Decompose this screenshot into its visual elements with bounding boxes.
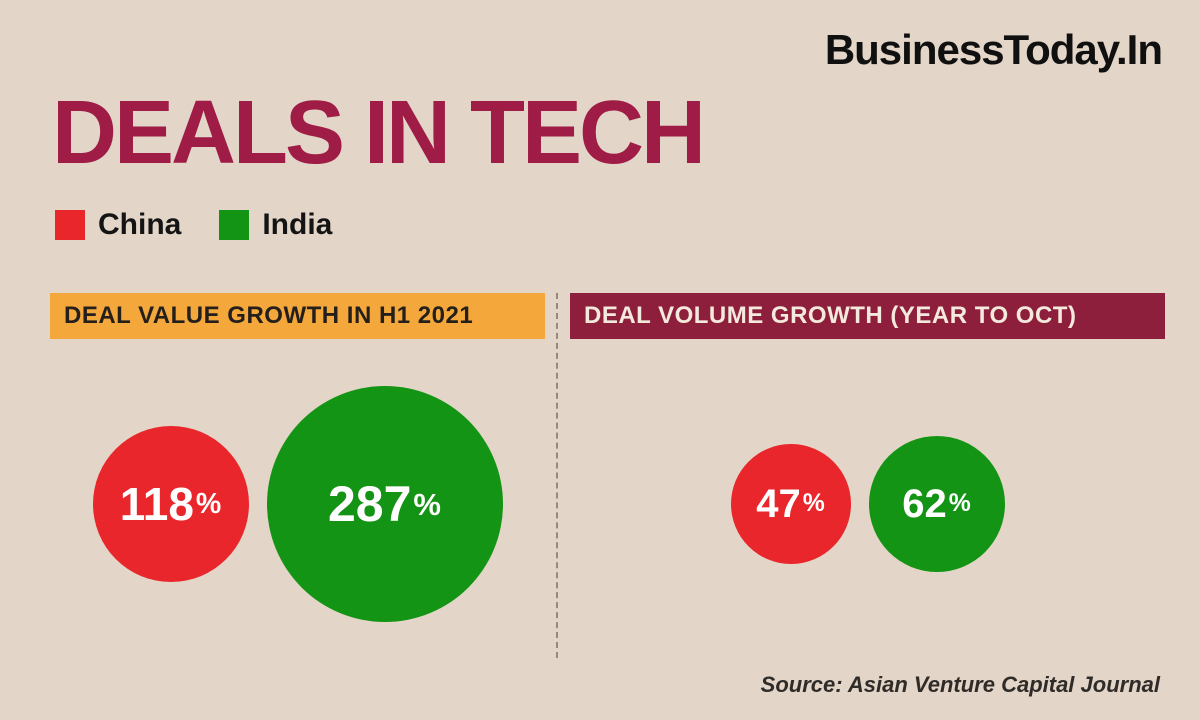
panel-deal-volume-growth: DEAL VOLUME GROWTH (YEAR TO OCT) 47% 62% (570, 293, 1165, 669)
panel-header-deal-volume: DEAL VOLUME GROWTH (YEAR TO OCT) (570, 293, 1165, 339)
bubble-india-deal-volume: 62% (868, 436, 1005, 572)
brand-logo: BusinessToday.In (824, 26, 1163, 73)
legend-item-china: China (55, 208, 181, 242)
legend-label-china: China (98, 208, 182, 241)
bubble-value: 47 (756, 482, 801, 526)
panel-header-deal-value: DEAL VALUE GROWTH IN H1 2021 (50, 293, 545, 339)
bubble-value: 62 (902, 482, 947, 526)
bubble-value: 118 (119, 478, 194, 530)
legend-item-india: India (219, 208, 332, 242)
percent-sign: % (948, 489, 971, 517)
legend: China India (55, 208, 332, 242)
bubble-china-deal-volume: 47% (730, 444, 851, 564)
bubble-group-deal-value: 118% 287% (50, 339, 545, 669)
bubble-china-deal-value: 118% (92, 426, 249, 582)
bubble-group-deal-volume: 47% 62% (570, 339, 1165, 669)
percent-sign: % (802, 489, 825, 517)
bubble-india-deal-value: 287% (266, 386, 503, 622)
source-credit: Source: Asian Venture Capital Journal (760, 672, 1160, 697)
legend-label-india: India (262, 208, 333, 241)
india-color-swatch (219, 210, 250, 240)
dashed-divider (556, 293, 558, 658)
bubble-value: 287 (327, 476, 412, 532)
panel-deal-value-growth: DEAL VALUE GROWTH IN H1 2021 118% 287% (50, 293, 545, 669)
percent-sign: % (413, 486, 441, 522)
percent-sign: % (195, 487, 222, 520)
page-title: DEALS IN TECH (52, 83, 706, 183)
china-color-swatch (55, 210, 85, 240)
